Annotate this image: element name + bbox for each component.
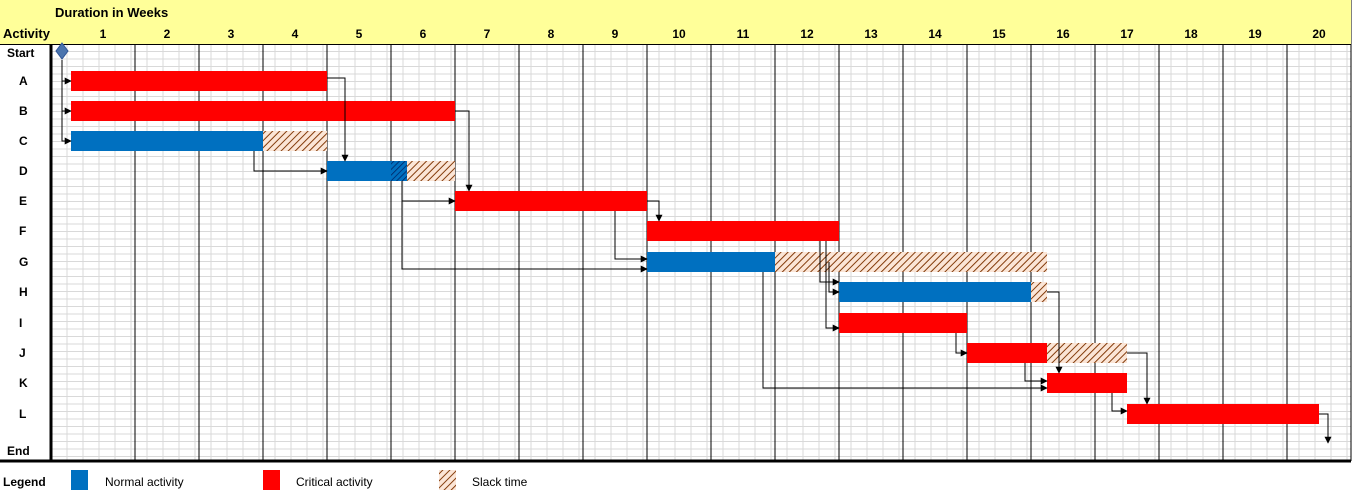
link-d-e	[401, 181, 456, 205]
week-label-11: 11	[737, 27, 750, 41]
header-row: Duration in Weeks Activity 1 2 3 4 5 6 7 8 9 10 11…	[0, 0, 1351, 44]
row-label-e: E	[19, 194, 27, 208]
milestone-start	[55, 42, 69, 60]
link-b-e	[455, 110, 473, 192]
bar-d	[327, 161, 391, 181]
duration-title: Duration in Weeks	[55, 5, 168, 20]
link-e-f	[647, 200, 663, 222]
week-labels: 1 2 3 4 5 6 7 8 9 10 11 12 13 14 15 16 17 18 19 20	[100, 27, 1326, 41]
week-label-2: 2	[164, 27, 171, 41]
legend-slack-swatch	[439, 470, 456, 490]
slack-d	[407, 161, 455, 181]
bar-h	[839, 282, 1031, 302]
milestones	[55, 42, 69, 60]
row-label-c: C	[19, 134, 28, 148]
week-label-1: 1	[100, 27, 107, 41]
link-f-h	[819, 241, 840, 286]
legend: Legend Normal activity Critical activity…	[3, 470, 528, 490]
bar-a	[71, 71, 327, 91]
link-j-l	[1127, 352, 1151, 405]
link-d-g	[401, 201, 648, 273]
legend-critical-swatch	[263, 470, 280, 490]
slack-g	[775, 252, 1047, 272]
link-g-k	[762, 272, 1048, 392]
dependency-arrows	[61, 60, 1332, 444]
row-label-k: K	[19, 376, 28, 390]
legend-critical-label: Critical activity	[296, 475, 373, 489]
slack-h	[1031, 282, 1047, 302]
link-h-k	[1047, 291, 1063, 374]
bar-g	[647, 252, 775, 272]
row-label-i: I	[19, 316, 22, 330]
week-label-4: 4	[292, 27, 299, 41]
week-label-5: 5	[356, 27, 363, 41]
week-label-13: 13	[864, 27, 878, 41]
bar-e	[455, 191, 647, 211]
row-label-d: D	[19, 164, 28, 178]
bar-f	[647, 221, 839, 241]
activity-bars	[71, 71, 1319, 424]
link-l-end	[1319, 413, 1332, 444]
bar-c	[71, 131, 263, 151]
row-label-f: F	[19, 224, 26, 238]
bar-l	[1127, 404, 1319, 424]
row-label-end: End	[7, 444, 30, 458]
legend-title: Legend	[3, 475, 46, 489]
grid-lines	[0, 0, 1352, 463]
link-j-k	[1024, 363, 1048, 385]
week-label-20: 20	[1312, 27, 1326, 41]
header-activity-cell	[0, 0, 51, 44]
week-label-17: 17	[1120, 27, 1134, 41]
week-label-6: 6	[420, 27, 427, 41]
link-e-g	[614, 211, 648, 263]
link-c-d	[253, 151, 328, 175]
row-label-b: B	[19, 104, 28, 118]
bar-d-float	[391, 161, 407, 181]
link-start-c	[61, 111, 72, 145]
link-i-j	[955, 333, 968, 357]
header-duration-cell	[51, 0, 1351, 44]
bar-i	[839, 313, 967, 333]
link-a-d	[327, 77, 349, 162]
week-label-3: 3	[228, 27, 235, 41]
row-label-l: L	[19, 407, 26, 421]
activity-header: Activity	[3, 26, 51, 41]
slack-c	[263, 131, 327, 151]
link-k-l	[1111, 393, 1128, 415]
legend-slack-label: Slack time	[472, 475, 528, 489]
week-label-19: 19	[1248, 27, 1262, 41]
slack-j	[1047, 343, 1127, 363]
legend-normal-label: Normal activity	[105, 475, 184, 489]
week-label-10: 10	[672, 27, 686, 41]
activity-labels: Start A B C D E F G H I J K L End	[7, 46, 34, 458]
bar-j	[967, 343, 1047, 363]
row-label-h: H	[19, 285, 28, 299]
week-label-12: 12	[800, 27, 814, 41]
bar-b	[71, 101, 455, 121]
week-label-15: 15	[992, 27, 1006, 41]
week-label-8: 8	[548, 27, 555, 41]
link-f-i	[825, 241, 840, 332]
week-label-9: 9	[612, 27, 619, 41]
week-label-14: 14	[928, 27, 942, 41]
week-label-7: 7	[484, 27, 491, 41]
row-label-j: J	[19, 346, 26, 360]
row-label-start: Start	[7, 46, 34, 60]
bar-k	[1047, 373, 1127, 393]
row-label-g: G	[19, 255, 28, 269]
row-label-a: A	[19, 74, 28, 88]
link-g-h	[828, 262, 840, 296]
week-label-18: 18	[1184, 27, 1198, 41]
legend-normal-swatch	[71, 470, 88, 490]
week-label-16: 16	[1056, 27, 1070, 41]
